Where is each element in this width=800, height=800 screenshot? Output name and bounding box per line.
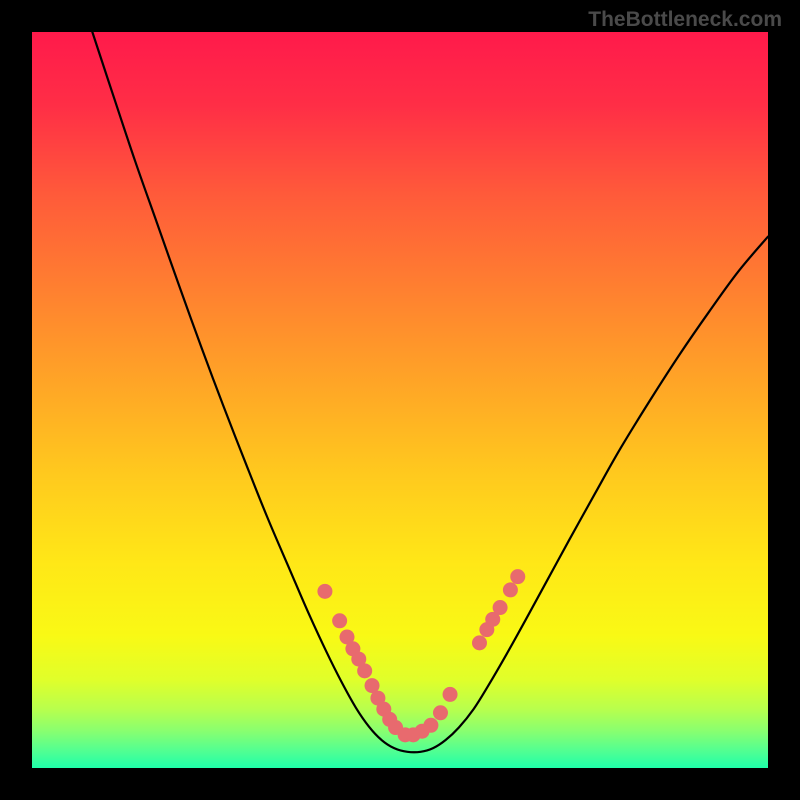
- data-marker: [493, 600, 508, 615]
- data-marker: [433, 705, 448, 720]
- plot-area: [32, 32, 768, 768]
- data-marker: [357, 663, 372, 678]
- chart-svg: [32, 32, 768, 768]
- data-marker: [503, 582, 518, 597]
- marker-group: [317, 569, 525, 742]
- data-marker: [423, 718, 438, 733]
- data-marker: [443, 687, 458, 702]
- data-marker: [317, 584, 332, 599]
- bottleneck-curve: [92, 32, 768, 752]
- data-marker: [472, 635, 487, 650]
- attribution-text: TheBottleneck.com: [588, 8, 782, 32]
- data-marker: [510, 569, 525, 584]
- data-marker: [332, 613, 347, 628]
